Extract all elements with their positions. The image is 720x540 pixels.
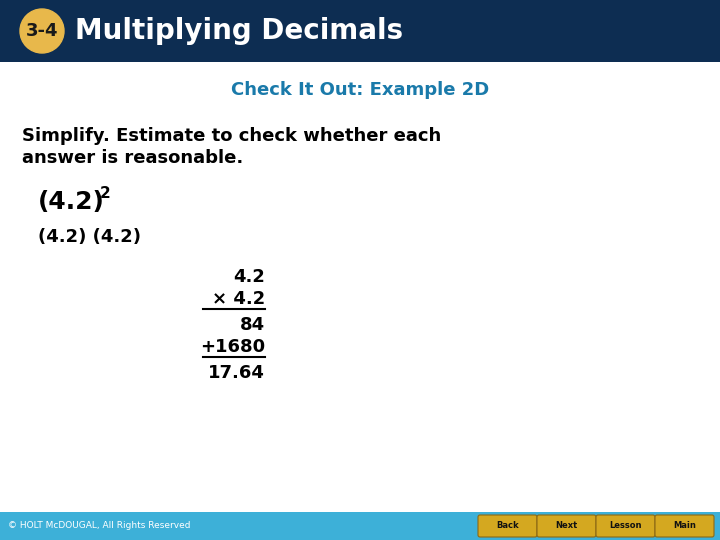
Text: Simplify. Estimate to check whether each: Simplify. Estimate to check whether each <box>22 127 441 145</box>
Text: 84: 84 <box>240 316 265 334</box>
Text: Next: Next <box>555 522 577 530</box>
Text: Lesson: Lesson <box>609 522 642 530</box>
Text: (4.2): (4.2) <box>38 190 105 214</box>
Text: Multiplying Decimals: Multiplying Decimals <box>75 17 403 45</box>
FancyBboxPatch shape <box>596 515 655 537</box>
Bar <box>0 512 720 540</box>
Text: (4.2) (4.2): (4.2) (4.2) <box>38 228 141 246</box>
Bar <box>0 0 720 62</box>
Circle shape <box>20 9 64 53</box>
Text: × 4.2: × 4.2 <box>212 290 265 308</box>
Text: +1680: +1680 <box>200 338 265 356</box>
FancyBboxPatch shape <box>478 515 537 537</box>
Text: answer is reasonable.: answer is reasonable. <box>22 149 243 167</box>
Text: Check It Out: Example 2D: Check It Out: Example 2D <box>231 81 489 99</box>
Text: 3-4: 3-4 <box>26 22 58 40</box>
Text: 4.2: 4.2 <box>233 268 265 286</box>
Text: 2: 2 <box>100 186 111 200</box>
Text: 17.64: 17.64 <box>208 364 265 382</box>
FancyBboxPatch shape <box>655 515 714 537</box>
Text: © HOLT McDOUGAL, All Rights Reserved: © HOLT McDOUGAL, All Rights Reserved <box>8 522 191 530</box>
Text: Back: Back <box>496 522 519 530</box>
FancyBboxPatch shape <box>537 515 596 537</box>
Text: Main: Main <box>673 522 696 530</box>
